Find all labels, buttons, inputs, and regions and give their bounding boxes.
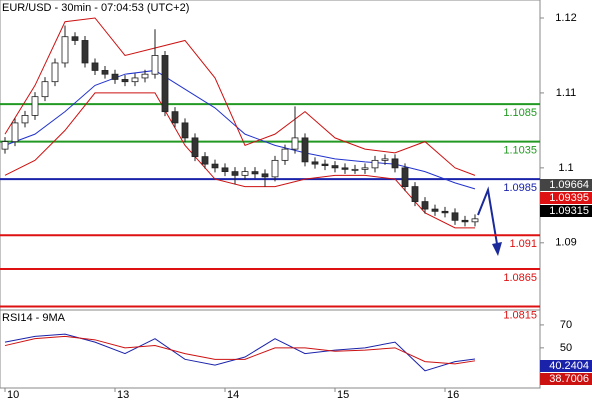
candle-body [261, 173, 269, 178]
candle-body [311, 161, 319, 165]
candle-body [211, 163, 219, 169]
candle-body [381, 158, 389, 161]
candle-body [281, 148, 289, 161]
price-label: 1.09664 [549, 179, 589, 191]
series-line [4, 335, 476, 365]
candle-body [341, 167, 349, 170]
price-label: 1.09315 [549, 205, 589, 217]
candle-body [71, 36, 79, 41]
candle-body [61, 36, 69, 64]
candle-body [401, 167, 409, 187]
candle-body [41, 81, 49, 98]
plot-frame [0, 0, 541, 389]
panel-title: RSI14 - 9MA [2, 312, 66, 324]
candle-body [171, 111, 179, 124]
candle-body [31, 96, 39, 116]
candle-body [151, 55, 159, 75]
candle-body [81, 40, 89, 64]
candle-body [91, 62, 99, 71]
candle-body [471, 218, 479, 223]
x-tick-label: 10 [7, 389, 19, 401]
candle-body [301, 137, 309, 163]
overlay-line [4, 17, 476, 176]
price-label-box [540, 179, 592, 191]
candle-body [161, 55, 169, 113]
candle-body [321, 163, 329, 167]
candle-body [291, 137, 299, 150]
candle-body [431, 208, 439, 212]
candle-body [411, 186, 419, 202]
rsi-label: 40.2404 [549, 360, 589, 372]
level-label: 1.091 [509, 238, 537, 250]
candle-body [21, 115, 29, 124]
y-tick-label: 1.09 [555, 237, 576, 249]
candle-body [231, 171, 239, 176]
candle-body [241, 171, 249, 176]
candle-body [451, 212, 459, 221]
candle-body [181, 122, 189, 139]
level-label: 1.1035 [503, 145, 537, 157]
candle-body [111, 73, 119, 80]
level-label: 1.0865 [503, 272, 537, 284]
level-label: 1.1085 [503, 107, 537, 119]
y-tick-label: 50 [560, 342, 572, 354]
level-label: 1.0985 [503, 182, 537, 194]
candle-body [131, 77, 139, 83]
y-tick-label: 70 [560, 319, 572, 331]
arrow-head [492, 242, 502, 256]
rsi-label: 38.7006 [549, 373, 589, 385]
forecast-arrow [477, 186, 499, 251]
price-label-box [540, 192, 592, 204]
candle-body [371, 159, 379, 169]
y-tick-label: 1.1 [558, 162, 573, 174]
candle-body [11, 122, 19, 143]
candle-body [141, 73, 149, 79]
candle-body [251, 171, 259, 175]
level-label: 1.0815 [503, 309, 537, 321]
price-label-box [540, 205, 592, 217]
price-label: 1.09395 [549, 192, 589, 204]
candle-body [271, 159, 279, 178]
candle-body [101, 70, 109, 75]
candle-body [351, 168, 359, 171]
x-tick-label: 16 [447, 389, 459, 401]
y-tick-label: 1.11 [556, 87, 577, 99]
candle-body [121, 79, 129, 83]
y-tick-label: 1.12 [555, 12, 576, 24]
rsi-label-box [540, 373, 592, 385]
candle-body [461, 219, 469, 223]
series-line [4, 333, 476, 372]
x-tick-label: 15 [337, 389, 349, 401]
candle-body [391, 158, 399, 169]
candle-body [331, 165, 339, 169]
candle-body [221, 167, 229, 173]
x-tick-label: 13 [117, 389, 129, 401]
candle-body [1, 141, 9, 150]
candle-body [191, 137, 199, 158]
candle-body [201, 156, 209, 165]
candle-body [441, 210, 449, 214]
chart-title: EUR/USD - 30min - 07:04:53 (UTC+2) [2, 2, 189, 14]
candle-body [421, 201, 429, 210]
rsi-label-box [540, 360, 592, 372]
candle-body [51, 62, 59, 83]
x-tick-label: 14 [227, 389, 239, 401]
candle-body [361, 167, 369, 170]
